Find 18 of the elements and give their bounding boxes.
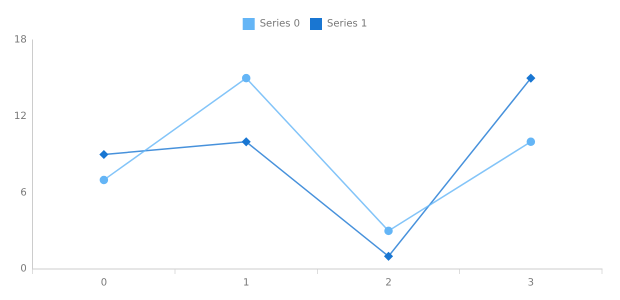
point <box>384 226 393 236</box>
point <box>242 74 250 82</box>
x-tick-label: 1 <box>243 278 250 289</box>
point <box>384 252 393 261</box>
point <box>100 150 108 159</box>
x-tick-label: 2 <box>385 278 392 289</box>
point <box>526 74 536 82</box>
y-tick-label: 0 <box>20 264 27 275</box>
y-tick-label: 18 <box>14 34 27 46</box>
y-tick-label: 12 <box>14 110 27 122</box>
y-tick-label: 6 <box>20 187 27 198</box>
point <box>242 138 250 146</box>
legend-label: Series 0 <box>260 18 300 30</box>
x-tick-label: 0 <box>100 278 108 289</box>
point <box>526 138 536 146</box>
point <box>100 176 108 184</box>
x-tick-label: 3 <box>528 278 534 289</box>
legend-label: Series 1 <box>327 18 368 30</box>
